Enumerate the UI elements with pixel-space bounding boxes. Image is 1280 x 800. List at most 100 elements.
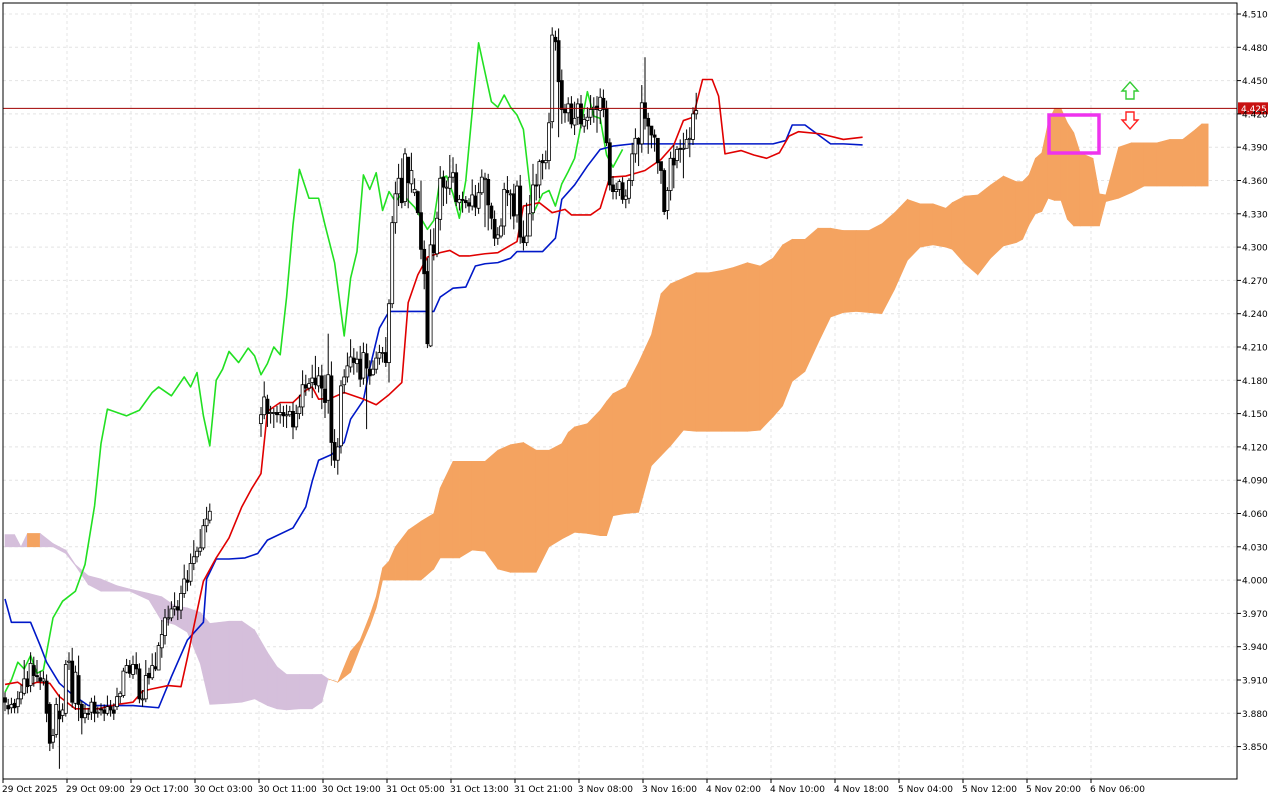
cloud-segment [471, 461, 486, 552]
x-tick-label: 29 Oct 17:00 [130, 785, 189, 795]
candle-bull [163, 617, 167, 637]
candle-bull [259, 414, 263, 424]
candle-bull [531, 184, 535, 214]
candle-bull [543, 160, 548, 164]
cloud-segment [772, 243, 783, 418]
candle-bear [467, 202, 471, 207]
candle-bull [335, 446, 340, 461]
candle-bear [137, 668, 142, 700]
cloud-segment [1169, 139, 1183, 187]
candle-bull [28, 662, 33, 686]
candle-bear [47, 704, 52, 744]
candle-bear [92, 701, 97, 714]
candle-bull [502, 188, 507, 227]
candle-bear [518, 185, 523, 238]
y-tick-label: 3.940 [1242, 643, 1268, 653]
x-tick-label: 31 Oct 13:00 [450, 785, 509, 795]
candle-bear [671, 157, 676, 166]
cloud-segment [241, 620, 255, 703]
cloud-segment [1015, 181, 1023, 244]
cloud-segment [919, 203, 934, 248]
candle-bear [313, 377, 318, 386]
candle-bear [399, 177, 404, 204]
candle-bull [527, 213, 532, 237]
candle-bear [351, 357, 356, 363]
candle-bear [153, 666, 158, 670]
x-tick-label: 3 Nov 16:00 [642, 785, 697, 795]
cloud-segment [708, 270, 723, 432]
candle-bull [495, 234, 500, 239]
cloud-segment [1182, 128, 1196, 187]
candle-bull [143, 675, 148, 700]
candle-bull [118, 692, 123, 698]
candle-bear [31, 665, 36, 676]
candle-bull [617, 181, 622, 190]
candle-bull [470, 194, 475, 207]
cloud-segment [286, 674, 300, 711]
candle-bear [303, 384, 308, 389]
cloud-segment [574, 423, 588, 534]
cloud-segment [484, 449, 499, 570]
cloud-segment [548, 443, 563, 548]
y-axis: 4.510 4.480 4.450 4.420 4.390 4.360 4.330 4.300… [1237, 11, 1268, 753]
candle-bear [25, 678, 30, 688]
candle-bull [54, 704, 59, 735]
candle-bear [569, 103, 574, 125]
candle-bull [403, 153, 407, 202]
candle-bull [691, 113, 695, 140]
candle-bear [185, 579, 190, 583]
candle-bull [499, 225, 503, 237]
candle-bear [57, 710, 62, 720]
candle-bear [70, 660, 75, 703]
candle-bear [3, 697, 7, 703]
x-axis: 29 Oct 2025 29 Oct 09:00 29 Oct 17:00 30 Oc… [2, 779, 1145, 795]
candle-bear [441, 176, 446, 188]
cloud-segment [587, 409, 601, 537]
cloud-segment [4, 534, 15, 548]
candle-bear [35, 675, 39, 678]
current-price-tag [1238, 102, 1268, 115]
cloud-segment [625, 362, 639, 514]
cloud-segment [1156, 139, 1171, 187]
candle-bull [508, 193, 513, 196]
cloud-segment [612, 386, 627, 517]
cloud-segment [209, 620, 230, 705]
candle-bull [131, 664, 135, 675]
cloud-segment [276, 666, 287, 711]
y-tick-label: 4.330 [1242, 210, 1268, 220]
cloud-segment [1131, 142, 1145, 194]
y-tick-label: 3.970 [1242, 610, 1268, 620]
candle-bear [553, 36, 558, 43]
cloud-segment [1003, 175, 1017, 247]
arrow-up-icon [1120, 80, 1140, 100]
candle-bull [665, 190, 670, 211]
candle-bull [300, 384, 305, 408]
candle-bear [636, 137, 641, 145]
x-tick-label: 30 Oct 19:00 [322, 785, 381, 795]
candle-bull [447, 176, 452, 189]
cloud-segment [721, 266, 735, 432]
candle-bull [572, 117, 577, 126]
cloud-segment [523, 441, 537, 573]
candle-bull [694, 110, 699, 115]
candle-bull [412, 188, 417, 194]
y-tick-label: 3.880 [1242, 710, 1268, 720]
candle-bull [687, 137, 692, 140]
cloud-segment [990, 175, 1004, 259]
candle-bull [387, 303, 391, 363]
y-tick-label: 4.090 [1242, 477, 1268, 487]
candle-bear [12, 702, 17, 709]
candle-bull [451, 172, 455, 178]
cloud-segment [1118, 142, 1132, 199]
candle-bear [460, 198, 465, 201]
candle-bear [678, 147, 683, 150]
candle-bull [166, 617, 171, 620]
candle-bull [633, 137, 638, 155]
x-tick-label: 4 Nov 10:00 [770, 785, 825, 795]
cloud-segment [964, 194, 979, 276]
cloud-segment [747, 262, 761, 432]
candle-bull [15, 698, 20, 708]
candle-bear [323, 388, 327, 403]
